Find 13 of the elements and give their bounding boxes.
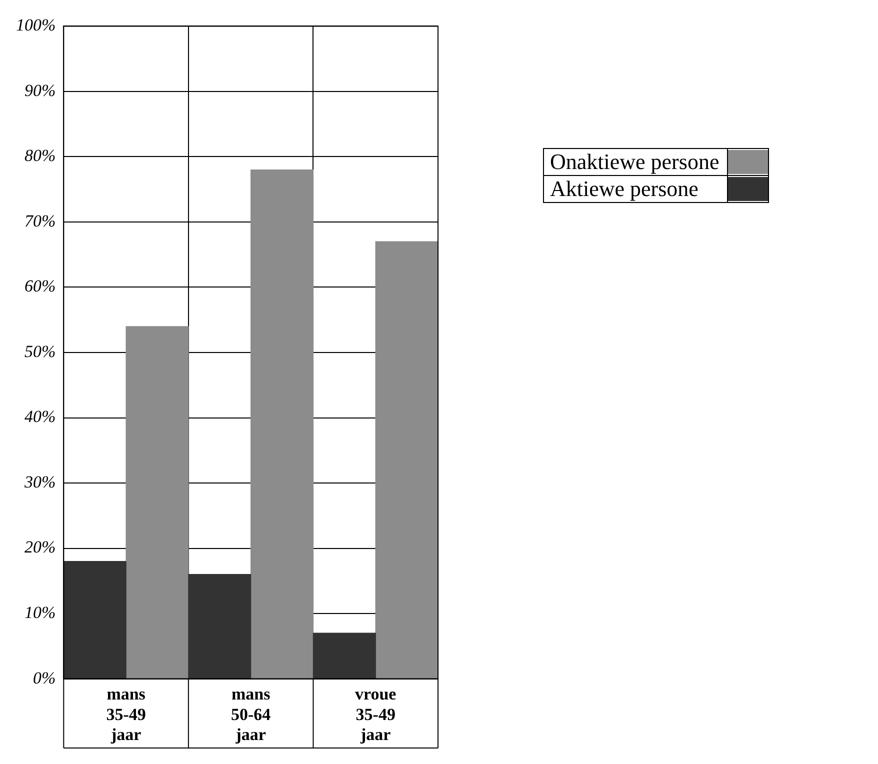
y-tick-label: 0%	[32, 668, 56, 688]
legend-label: Aktiewe persone	[544, 176, 728, 202]
y-tick-label: 60%	[24, 276, 56, 296]
y-tick-label: 10%	[24, 603, 56, 622]
y-tick-label: 30%	[23, 472, 56, 492]
y-tick-label: 40%	[24, 407, 56, 426]
y-tick-label: 70%	[24, 211, 56, 230]
y-tick-label: 80%	[24, 146, 56, 166]
y-tick-label: 50%	[24, 342, 56, 361]
y-tick-label: 90%	[24, 80, 56, 100]
y-tick-label: 100%	[16, 16, 56, 35]
y-tick-label: 20%	[24, 538, 56, 557]
legend-label: Onaktiewe persone	[544, 148, 728, 176]
